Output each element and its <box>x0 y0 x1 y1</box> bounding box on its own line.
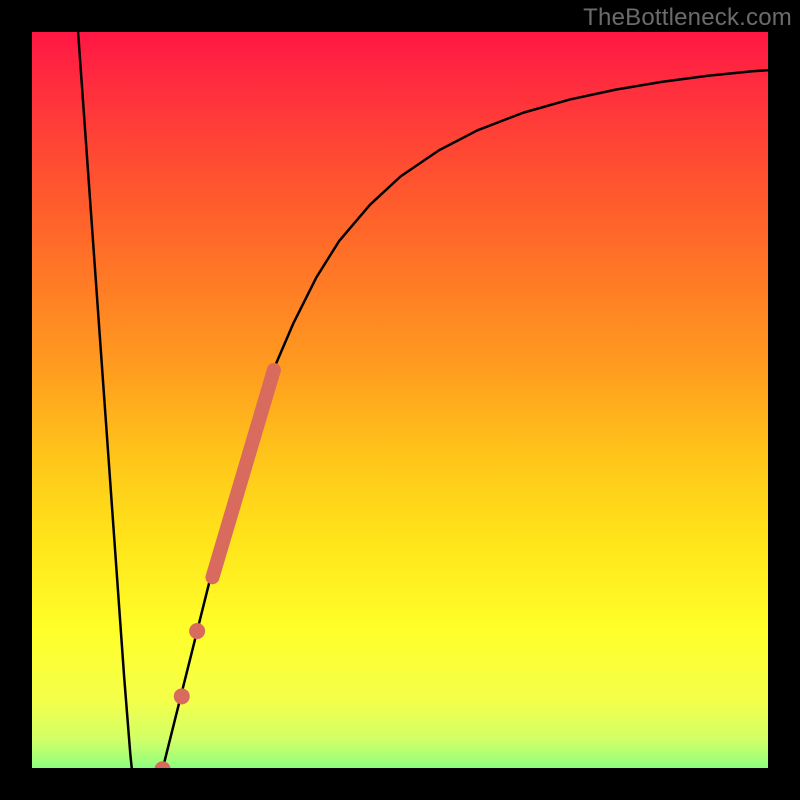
plot-background <box>32 32 800 800</box>
highlight-dot <box>174 688 190 704</box>
bottleneck-chart <box>0 0 800 800</box>
chart-container: TheBottleneck.com <box>0 0 800 800</box>
highlight-dot <box>189 623 205 639</box>
watermark-label: TheBottleneck.com <box>583 4 792 32</box>
